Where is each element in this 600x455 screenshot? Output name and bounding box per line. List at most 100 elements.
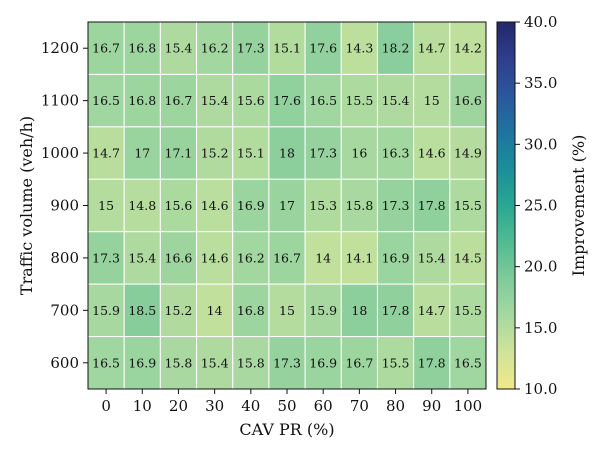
y-tick-label: 1200 <box>41 39 79 57</box>
heatmap-cell <box>304 336 342 390</box>
colorbar-tick-label: 30.0 <box>524 135 557 153</box>
heatmap-cell-value: 15.4 <box>382 93 410 108</box>
heatmap-cell <box>123 231 161 285</box>
heatmap-cell-value: 14.6 <box>201 198 229 213</box>
heatmap-cell-value: 15 <box>424 93 440 108</box>
heatmap-cell-value: 17.8 <box>382 303 410 318</box>
heatmap-cell-value: 16.9 <box>309 355 337 370</box>
heatmap-cell <box>87 21 125 75</box>
heatmap-cell <box>340 21 378 75</box>
heatmap-cell <box>159 336 198 390</box>
heatmap-cell-value: 15.8 <box>165 355 193 370</box>
heatmap-cell-value: 15.6 <box>165 198 193 213</box>
heatmap-cell-value: 16.7 <box>345 355 373 370</box>
heatmap-cell-value: 17 <box>134 146 150 161</box>
heatmap-cell <box>159 73 198 128</box>
heatmap-cell-value: 15.2 <box>201 146 229 161</box>
heatmap-cell-value: 18.5 <box>128 303 156 318</box>
heatmap-cell-value: 16.2 <box>237 250 265 265</box>
x-tick-label: 30 <box>205 397 224 415</box>
heatmap-cell-value: 16.7 <box>92 41 120 56</box>
heatmap-cell-value: 15.5 <box>454 303 482 318</box>
colorbar-tick-label: 35.0 <box>524 74 557 92</box>
heatmap-cell-value: 15.8 <box>345 198 373 213</box>
colorbar-tick-label: 15.0 <box>524 319 557 337</box>
heatmap-cell <box>268 231 306 285</box>
y-tick-label: 600 <box>50 354 79 372</box>
y-axis-ticks: 1200 1100 1000 900 800 700 600 <box>41 39 88 372</box>
heatmap-cell-value: 14.6 <box>418 146 446 161</box>
heatmap-cell <box>123 21 161 75</box>
heatmap-cell-value: 14.7 <box>418 303 446 318</box>
y-tick-label: 700 <box>50 301 79 319</box>
heatmap-cell-value: 17.8 <box>418 355 446 370</box>
heatmap-cell-value: 16.9 <box>128 355 156 370</box>
heatmap-cell <box>196 178 234 233</box>
heatmap-cell-value: 14.5 <box>454 250 482 265</box>
heatmap-cell-value: 14 <box>207 303 223 318</box>
heatmap-cell-value: 16.5 <box>309 93 337 108</box>
heatmap-cell <box>196 283 234 338</box>
colorbar-tick-label: 20.0 <box>524 258 557 276</box>
heatmap-cell-value: 17.6 <box>273 93 301 108</box>
colorbar-ticks: 10.0 15.0 20.0 25.0 30.0 35.0 40.0 <box>515 13 557 398</box>
heatmap-cell-value: 16.5 <box>454 355 482 370</box>
heatmap-cell-value: 16 <box>351 146 367 161</box>
heatmap-cell <box>232 126 270 180</box>
y-tick-label: 900 <box>50 197 79 215</box>
x-tick-label: 40 <box>241 397 260 415</box>
heatmap-cell <box>232 73 270 128</box>
heatmap-cells <box>87 21 487 390</box>
colorbar-tick-label: 25.0 <box>524 197 557 215</box>
heatmap-cell-value: 15.8 <box>237 355 265 370</box>
heatmap-cell-value: 15.9 <box>309 303 337 318</box>
heatmap-cell-labels: 16.7 16.8 15.4 16.2 17.3 15.1 17.6 14.3 18.2 14.7… <box>92 41 482 371</box>
heatmap-cell-value: 18 <box>351 303 367 318</box>
heatmap-cell <box>449 73 487 128</box>
heatmap-cell-value: 17.6 <box>309 41 337 56</box>
heatmap-cell <box>268 336 306 390</box>
heatmap-cell-value: 17.3 <box>382 198 410 213</box>
heatmap-cell <box>268 178 306 233</box>
heatmap-cell-value: 16.8 <box>128 93 156 108</box>
x-tick-label: 0 <box>101 397 111 415</box>
heatmap-cell-value: 15 <box>98 198 114 213</box>
heatmap-cell <box>413 73 451 128</box>
heatmap-cell <box>413 336 451 390</box>
heatmap-cell-value: 14 <box>315 250 331 265</box>
heatmap-cell-value: 17.3 <box>92 250 120 265</box>
heatmap-cell <box>413 178 451 233</box>
heatmap-cell <box>304 178 342 233</box>
heatmap-cell <box>268 283 306 338</box>
heatmap-cell-value: 17.3 <box>309 146 337 161</box>
heatmap-cell <box>123 336 161 390</box>
heatmap-cell <box>376 283 415 338</box>
heatmap-cell <box>159 178 198 233</box>
heatmap-cell-value: 15.4 <box>418 250 446 265</box>
heatmap-cell-value: 15.1 <box>273 41 301 56</box>
heatmap-cell <box>196 336 234 390</box>
heatmap-cell-value: 15.3 <box>309 198 337 213</box>
heatmap-cell-value: 16.3 <box>382 146 410 161</box>
heatmap-cell-value: 15.5 <box>454 198 482 213</box>
heatmap-cell <box>87 336 125 390</box>
heatmap-cell-value: 15.4 <box>128 250 156 265</box>
heatmap-cell-value: 15.6 <box>237 93 265 108</box>
heatmap-cell <box>376 73 415 128</box>
heatmap-cell <box>376 231 415 285</box>
colorbar-tick-label: 10.0 <box>524 380 557 398</box>
x-tick-label: 10 <box>133 397 152 415</box>
heatmap-cell-value: 15.9 <box>92 303 120 318</box>
heatmap-cell-value: 15.4 <box>201 355 229 370</box>
heatmap-cell-value: 14.8 <box>128 198 156 213</box>
heatmap-cell <box>196 231 234 285</box>
heatmap-cell-value: 16.7 <box>165 93 193 108</box>
y-tick-label: 1000 <box>41 144 79 162</box>
heatmap-cell <box>413 21 451 75</box>
heatmap-cell-value: 15.4 <box>201 93 229 108</box>
heatmap-cell-value: 14.2 <box>454 41 482 56</box>
heatmap-cell-value: 18.2 <box>382 41 410 56</box>
heatmap-cell <box>304 231 342 285</box>
